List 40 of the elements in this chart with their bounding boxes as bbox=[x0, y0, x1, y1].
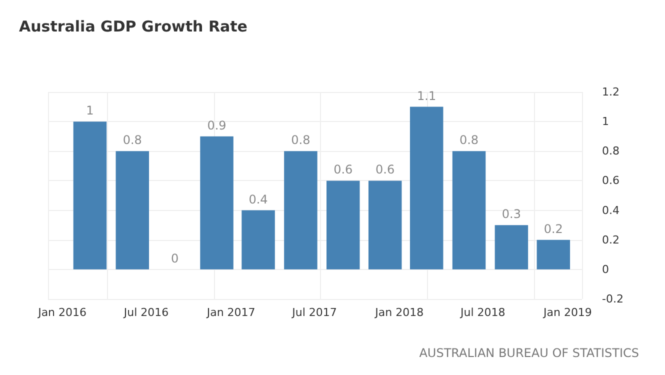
y-tick-label: 0.4 bbox=[602, 204, 620, 217]
data-label: 1 bbox=[86, 104, 94, 118]
x-tick-label: Jul 2018 bbox=[459, 306, 506, 319]
bar bbox=[200, 136, 234, 270]
data-label: 0.6 bbox=[334, 162, 353, 177]
bar bbox=[410, 106, 444, 270]
x-tick-label: Jul 2017 bbox=[291, 306, 337, 319]
data-label: 1.1 bbox=[417, 88, 436, 103]
data-label: 0.2 bbox=[544, 222, 563, 236]
y-tick-label: 0.2 bbox=[602, 233, 620, 246]
bar bbox=[452, 151, 486, 270]
data-label: 0.8 bbox=[122, 133, 142, 148]
bar bbox=[536, 240, 570, 270]
bar bbox=[73, 122, 107, 270]
bar bbox=[284, 151, 318, 270]
y-tick-label: 0 bbox=[602, 262, 609, 276]
data-label: 0.4 bbox=[248, 192, 268, 206]
bar bbox=[368, 180, 402, 270]
data-label: 0.3 bbox=[502, 207, 521, 222]
bar bbox=[326, 180, 360, 270]
text: AUSTRALIAN BUREAU OF STATISTICS bbox=[419, 346, 640, 360]
y-tick-label: 1.2 bbox=[602, 86, 620, 98]
y-tick-label: 0.6 bbox=[602, 174, 620, 188]
x-tick-label: Jan 2017 bbox=[206, 306, 256, 319]
data-label: 0 bbox=[170, 251, 179, 266]
y-tick-label: 1 bbox=[602, 115, 609, 128]
y-tick-label: -0.2 bbox=[602, 292, 624, 306]
x-tick-label: Jan 2016 bbox=[37, 306, 87, 319]
bar bbox=[116, 151, 150, 270]
data-label: 0.8 bbox=[291, 133, 310, 148]
bar bbox=[494, 225, 528, 270]
y-tick-label: 0.8 bbox=[602, 144, 620, 158]
data-label: 0.8 bbox=[459, 133, 479, 148]
data-label: 0.6 bbox=[376, 162, 395, 177]
x-tick-label: Jul 2016 bbox=[122, 306, 169, 319]
chart-title: Australia GDP Growth Rate bbox=[19, 18, 248, 36]
x-tick-label: Jan 2018 bbox=[374, 306, 424, 319]
data-label: 0.9 bbox=[207, 118, 226, 132]
bar bbox=[242, 210, 275, 270]
x-tick-label: Jan 2019 bbox=[542, 306, 592, 319]
